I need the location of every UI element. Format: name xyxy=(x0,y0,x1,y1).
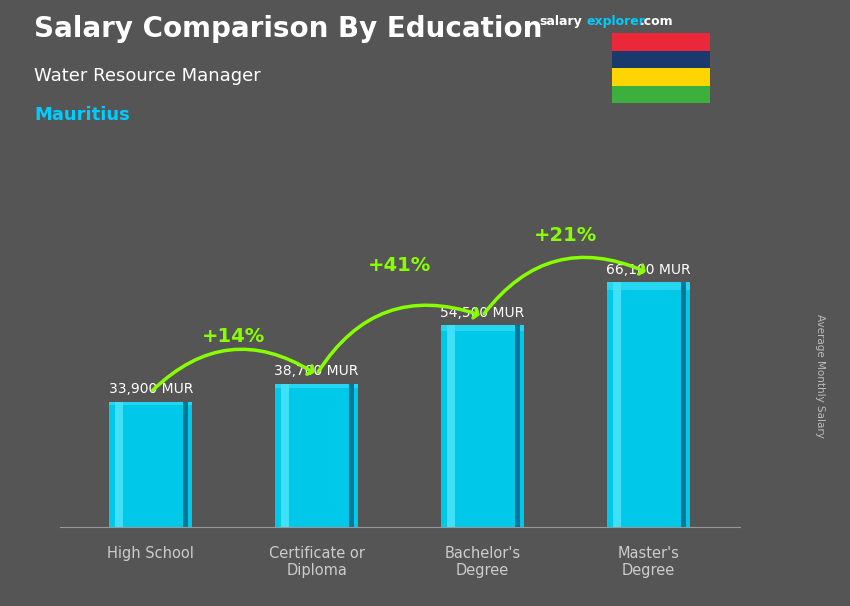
Text: 38,700 MUR: 38,700 MUR xyxy=(275,364,359,378)
Text: +21%: +21% xyxy=(534,227,597,245)
Bar xyxy=(275,384,358,388)
Bar xyxy=(612,85,710,103)
Text: salary: salary xyxy=(540,15,582,28)
Text: 54,500 MUR: 54,500 MUR xyxy=(440,305,524,319)
Bar xyxy=(612,33,710,51)
Text: Salary Comparison By Education: Salary Comparison By Education xyxy=(34,15,542,43)
Text: +41%: +41% xyxy=(368,256,431,275)
Bar xyxy=(275,384,358,527)
Bar xyxy=(110,402,192,405)
Bar xyxy=(447,325,455,527)
Text: explorer: explorer xyxy=(586,15,645,28)
Text: .com: .com xyxy=(640,15,674,28)
Text: Average Monthly Salary: Average Monthly Salary xyxy=(815,314,825,438)
Bar xyxy=(681,282,686,527)
Bar xyxy=(612,68,710,85)
Text: Mauritius: Mauritius xyxy=(34,106,130,124)
Bar xyxy=(441,325,524,331)
Bar xyxy=(348,384,354,527)
Text: +14%: +14% xyxy=(202,327,265,345)
Bar xyxy=(183,402,188,527)
Bar xyxy=(110,402,192,527)
Bar xyxy=(607,282,689,527)
Text: 33,900 MUR: 33,900 MUR xyxy=(109,382,193,396)
Bar xyxy=(607,282,689,290)
Bar xyxy=(515,325,519,527)
Bar xyxy=(613,282,620,527)
Bar xyxy=(280,384,289,527)
Bar xyxy=(612,51,710,68)
Text: 66,100 MUR: 66,100 MUR xyxy=(606,262,690,276)
Bar xyxy=(441,325,524,527)
Bar xyxy=(115,402,123,527)
Text: Water Resource Manager: Water Resource Manager xyxy=(34,67,261,85)
